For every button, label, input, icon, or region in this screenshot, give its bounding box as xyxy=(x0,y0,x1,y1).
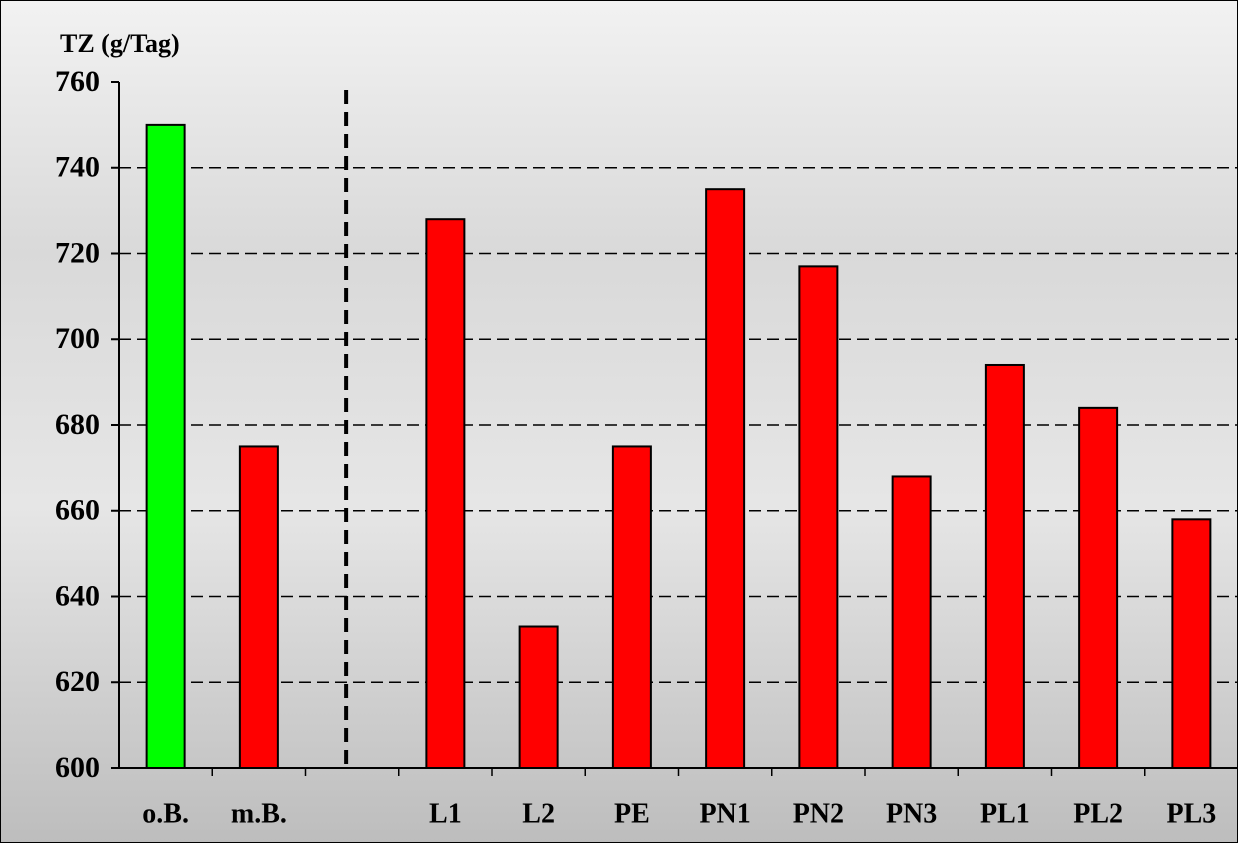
bar xyxy=(706,189,744,768)
x-tick-label: PN1 xyxy=(699,798,750,829)
bar xyxy=(1172,519,1210,768)
bar xyxy=(1079,408,1117,768)
y-tick-label: 640 xyxy=(55,579,100,612)
chart-title: TZ (g/Tag) xyxy=(60,29,180,58)
y-tick-label: 740 xyxy=(55,151,100,184)
y-tick-label: 720 xyxy=(55,236,100,269)
bar xyxy=(240,446,278,768)
x-tick-label: PL3 xyxy=(1166,798,1216,829)
x-tick-label: PN3 xyxy=(886,798,937,829)
bar xyxy=(426,219,464,768)
chart: TZ (g/Tag) 600 620 640 660 680 700 720 740 760 o.… xyxy=(0,0,1238,843)
bar xyxy=(147,125,185,768)
y-tick-label: 680 xyxy=(55,408,100,441)
bar xyxy=(613,446,651,768)
x-tick-label: m.B. xyxy=(231,798,287,829)
x-tick-label: PE xyxy=(614,798,650,829)
y-tick-label: 760 xyxy=(55,65,100,98)
x-tick-label: PL1 xyxy=(980,798,1030,829)
bar xyxy=(986,365,1024,768)
bar xyxy=(893,476,931,768)
y-tick-label: 600 xyxy=(55,751,100,784)
y-tick-label: 620 xyxy=(55,665,100,698)
y-tick-label: 700 xyxy=(55,322,100,355)
y-tick-label: 660 xyxy=(55,494,100,527)
bar xyxy=(799,266,837,768)
x-tick-label: L1 xyxy=(429,798,462,829)
x-tick-label: PN2 xyxy=(793,798,844,829)
x-tick-label: PL2 xyxy=(1073,798,1123,829)
x-tick-label: L2 xyxy=(522,798,555,829)
x-tick-label: o.B. xyxy=(142,798,189,829)
bar xyxy=(520,627,558,768)
